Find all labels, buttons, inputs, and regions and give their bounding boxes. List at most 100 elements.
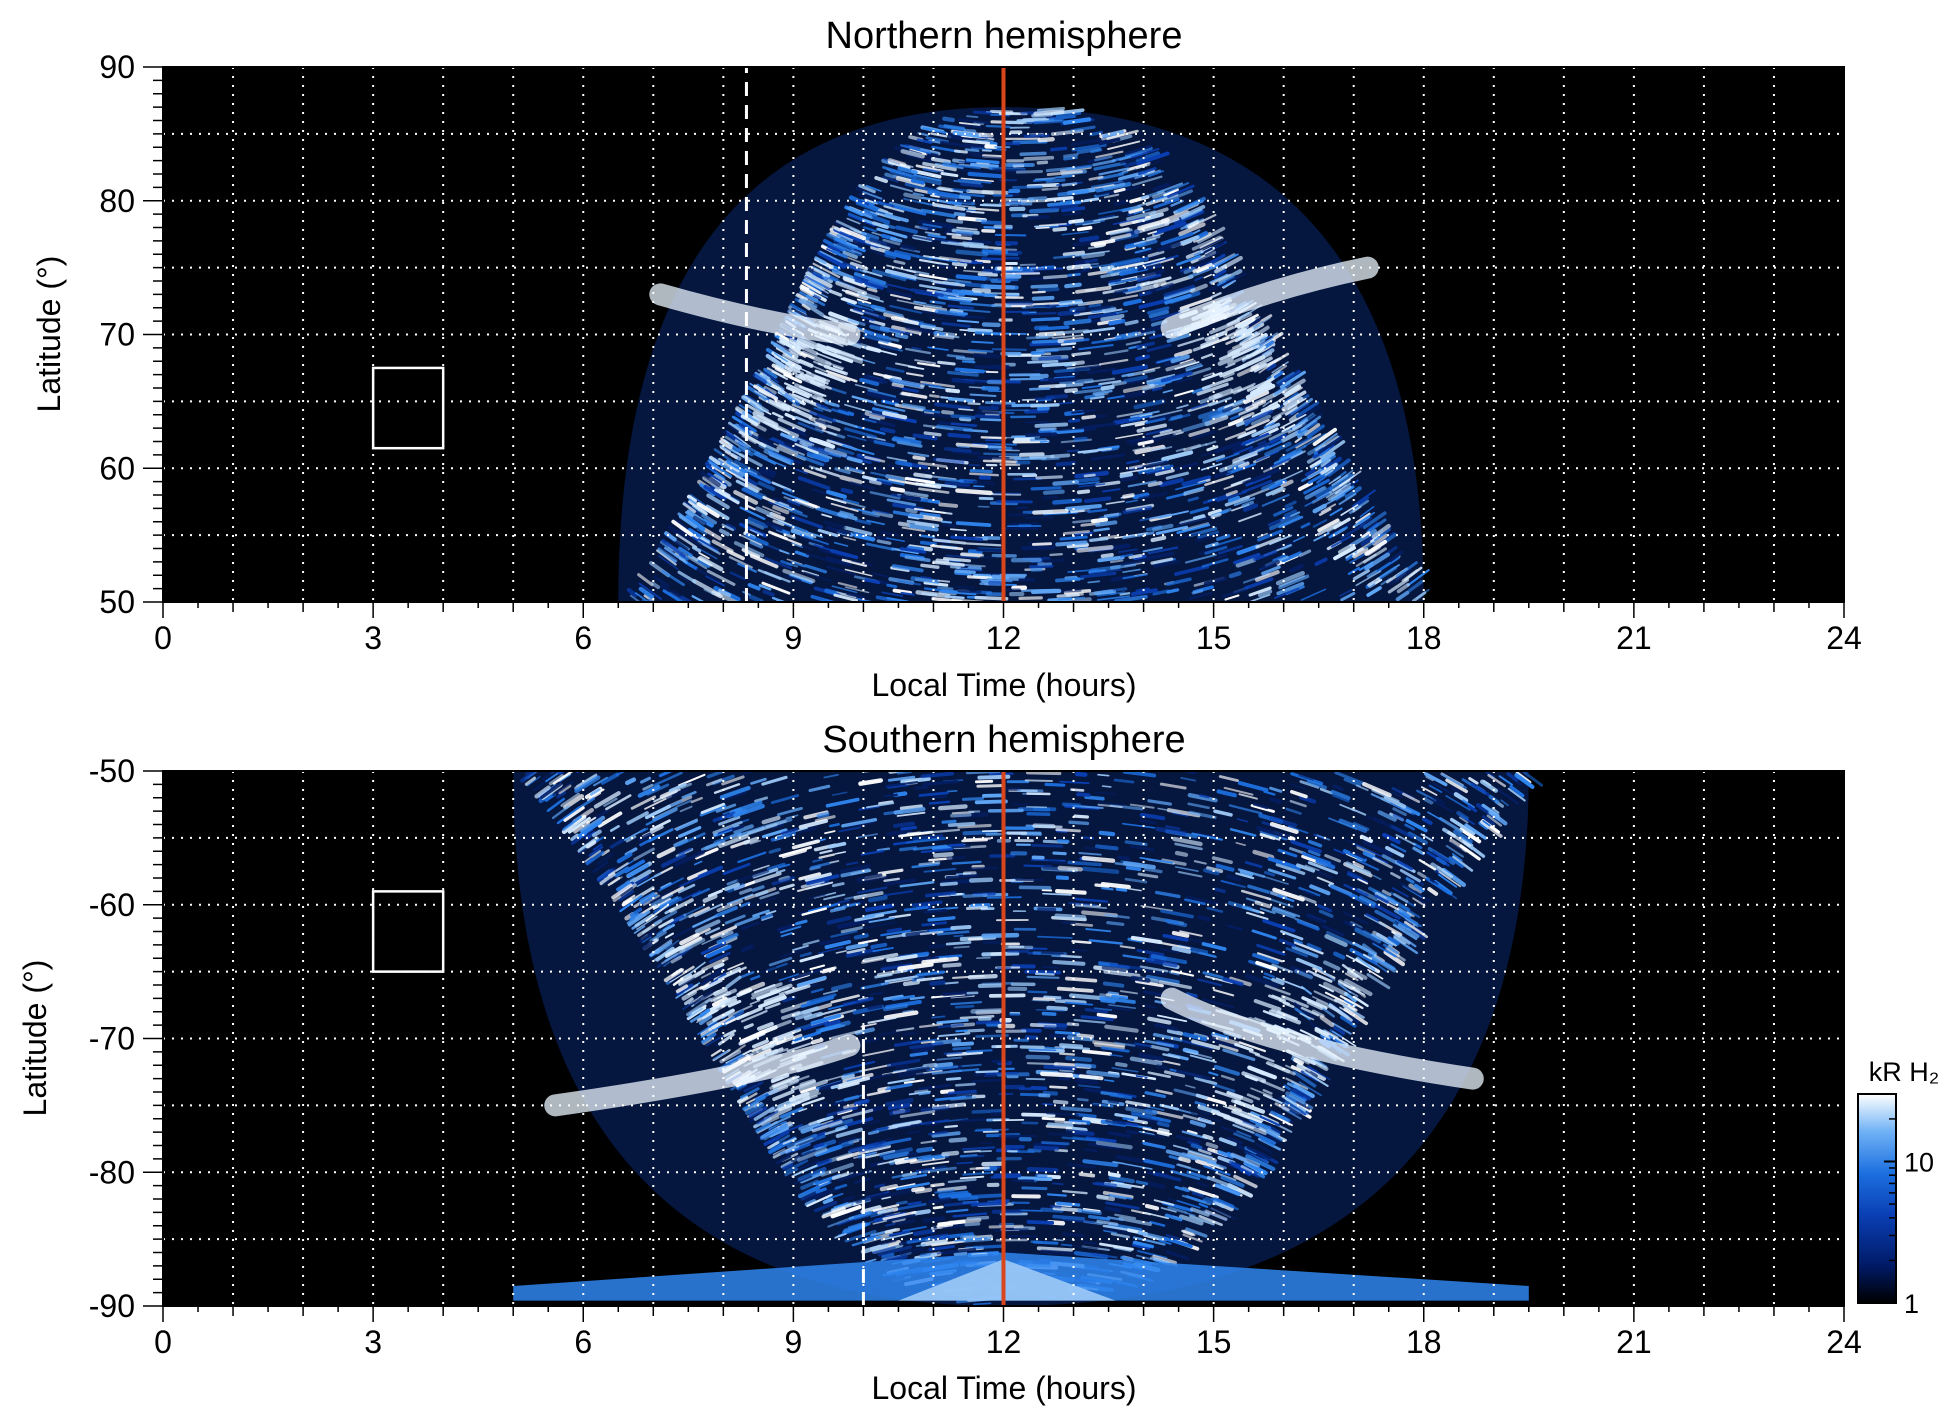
- emission-streak: [1260, 402, 1279, 413]
- emission-streak: [1366, 518, 1387, 534]
- emission-streak: [1110, 1232, 1130, 1239]
- emission-streak: [1041, 1116, 1066, 1121]
- emission-streak: [1174, 850, 1189, 857]
- x-tick-label: 24: [1826, 620, 1862, 656]
- emission-streak: [899, 881, 935, 888]
- emission-streak: [1101, 965, 1138, 974]
- emission-streak: [794, 443, 819, 455]
- emission-streak: [963, 1237, 993, 1243]
- emission-streak: [1145, 414, 1172, 424]
- emission-streak: [902, 1225, 927, 1232]
- emission-streak: [1293, 1002, 1316, 1019]
- emission-streak: [1356, 845, 1376, 857]
- emission-streak: [851, 559, 874, 567]
- emission-streak: [1362, 511, 1387, 530]
- emission-streak: [1175, 447, 1186, 453]
- emission-streak: [1152, 589, 1170, 596]
- emission-streak: [1297, 429, 1309, 439]
- emission-streak: [570, 833, 579, 841]
- emission-streak: [1430, 862, 1453, 879]
- emission-streak: [854, 278, 884, 290]
- emission-streak: [1285, 947, 1308, 958]
- emission-streak: [679, 932, 700, 946]
- emission-streak: [926, 1065, 959, 1072]
- emission-streak: [1045, 114, 1058, 120]
- emission-streak: [809, 964, 826, 971]
- emission-streak: [894, 250, 920, 258]
- emission-streak: [1245, 383, 1276, 400]
- emission-streak: [833, 1202, 849, 1209]
- emission-streak: [1271, 361, 1289, 374]
- emission-streak: [846, 434, 867, 442]
- emission-streak: [1119, 215, 1152, 227]
- emission-streak: [1315, 858, 1336, 870]
- emission-streak: [1045, 1124, 1073, 1129]
- emission-streak: [822, 989, 839, 995]
- emission-streak: [866, 435, 886, 442]
- emission-streak: [1098, 137, 1121, 146]
- emission-streak: [828, 289, 843, 297]
- emission-streak: [596, 852, 614, 866]
- emission-streak: [803, 1181, 832, 1195]
- emission-streak: [1055, 329, 1090, 335]
- emission-streak: [843, 525, 873, 536]
- emission-streak: [1364, 552, 1391, 571]
- emission-streak: [1240, 411, 1255, 420]
- emission-streak: [778, 984, 808, 995]
- emission-streak: [913, 176, 942, 186]
- emission-streak: [970, 903, 991, 908]
- emission-streak: [792, 426, 806, 434]
- emission-streak: [1278, 515, 1304, 529]
- emission-streak: [1193, 1032, 1209, 1040]
- emission-streak: [1080, 1015, 1114, 1022]
- emission-streak: [1396, 582, 1410, 594]
- emission-streak: [889, 1108, 900, 1112]
- emission-streak: [970, 1008, 1005, 1014]
- emission-streak: [1142, 1141, 1166, 1150]
- emission-streak: [830, 929, 858, 938]
- emission-streak: [1192, 229, 1201, 235]
- emission-streak: [905, 508, 918, 514]
- emission-streak: [1018, 885, 1052, 890]
- emission-streak: [1371, 523, 1391, 539]
- emission-streak: [833, 237, 855, 248]
- emission-streak: [1190, 1207, 1210, 1217]
- emission-streak: [808, 1118, 825, 1126]
- emission-streak: [972, 480, 995, 486]
- emission-streak: [839, 231, 865, 244]
- emission-streak: [872, 1219, 890, 1225]
- emission-streak: [852, 239, 866, 247]
- emission-streak: [822, 238, 846, 253]
- emission-streak: [1481, 815, 1496, 826]
- emission-streak: [700, 802, 726, 814]
- emission-streak: [771, 532, 803, 546]
- emission-streak: [1235, 355, 1266, 372]
- emission-streak: [801, 569, 819, 577]
- emission-streak: [803, 1092, 821, 1100]
- emission-streak: [716, 899, 743, 913]
- emission-streak: [968, 151, 985, 157]
- emission-streak: [1230, 414, 1241, 421]
- emission-streak: [916, 138, 933, 145]
- emission-streak: [563, 806, 585, 822]
- emission-streak: [1057, 427, 1089, 432]
- emission-streak: [971, 340, 994, 344]
- emission-streak: [892, 510, 924, 519]
- emission-streak: [846, 1076, 863, 1083]
- emission-streak: [841, 1108, 874, 1120]
- emission-streak: [950, 1000, 983, 1006]
- emission-streak: [751, 885, 765, 892]
- emission-streak: [1237, 318, 1253, 329]
- emission-streak: [1068, 418, 1081, 423]
- emission-streak: [741, 487, 763, 500]
- emission-streak: [797, 1166, 827, 1182]
- emission-streak: [1129, 803, 1155, 809]
- emission-streak: [1233, 1108, 1264, 1123]
- emission-streak: [957, 118, 990, 125]
- emission-streak: [1047, 1122, 1074, 1128]
- emission-streak: [745, 533, 769, 546]
- emission-streak: [1025, 432, 1058, 438]
- emission-streak: [1133, 399, 1166, 410]
- emission-streak: [751, 1039, 779, 1053]
- emission-streak: [982, 154, 1004, 159]
